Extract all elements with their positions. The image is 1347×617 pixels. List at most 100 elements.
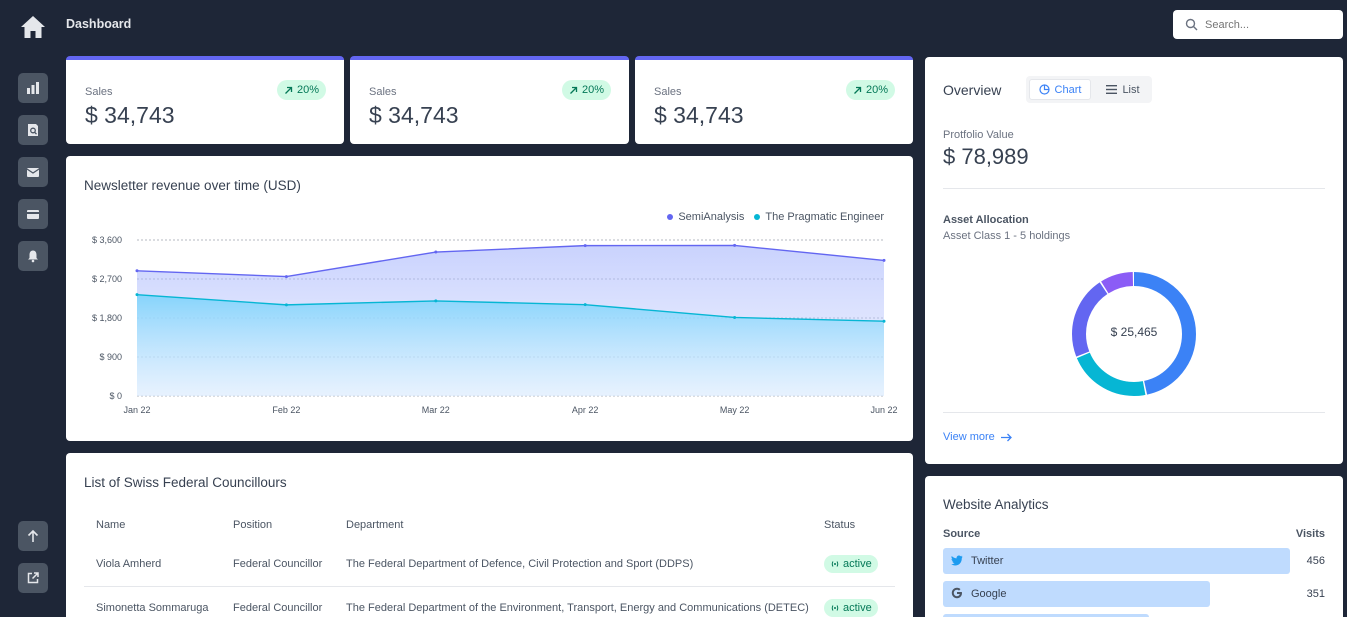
kpi-card-2: Sales $ 34,743 20% [350, 56, 629, 144]
data-point[interactable] [135, 269, 139, 273]
search-box[interactable] [1173, 10, 1343, 39]
data-point[interactable] [583, 303, 587, 307]
analytics-title: Website Analytics [943, 497, 1049, 512]
analytics-bar-google[interactable] [943, 581, 1210, 607]
view-more-link[interactable]: View more [943, 431, 1012, 443]
sidebar-item-mail[interactable] [18, 157, 48, 187]
view-more-label: View more [943, 431, 995, 443]
change-value: 20% [296, 84, 319, 96]
councillors-card: List of Swiss Federal Councillours [66, 453, 913, 617]
status-badge: active [824, 555, 878, 573]
signal-icon [831, 605, 839, 611]
search-input[interactable] [1205, 16, 1333, 33]
view-toggle: Chart List [1026, 76, 1152, 103]
visits-value: 456 [1306, 555, 1325, 567]
data-point[interactable] [882, 319, 886, 323]
x-tick-label: Feb 22 [272, 405, 300, 415]
allocation-subtitle: Asset Class 1 - 5 holdings [943, 230, 1071, 242]
data-point[interactable] [135, 293, 139, 297]
x-tick-label: Mar 22 [422, 405, 450, 415]
y-tick-label: $ 2,700 [92, 274, 122, 284]
data-point[interactable] [284, 275, 288, 279]
sidebar-item-notifications[interactable] [18, 241, 48, 271]
kpi-label: Sales [369, 86, 397, 98]
portfolio-value: $ 78,989 [943, 144, 1029, 169]
column-header-department[interactable]: Department [346, 519, 404, 531]
donut-segment[interactable] [1072, 272, 1196, 396]
home-icon[interactable] [20, 14, 46, 40]
legend-item-semianalysis[interactable]: SemiAnalysis [678, 211, 745, 223]
donut-center-value: $ 25,465 [1110, 325, 1158, 339]
data-point[interactable] [284, 303, 288, 307]
arrow-up-right-icon [854, 86, 862, 94]
website-analytics-card: Website Analytics Source Visits Twitter … [925, 476, 1343, 617]
legend-item-pragmatic[interactable]: The Pragmatic Engineer [765, 211, 884, 223]
change-badge: 20% [561, 80, 611, 100]
sidebar-item-analytics[interactable] [18, 73, 48, 103]
analytics-bar-twitter[interactable] [943, 548, 1290, 574]
cell-department: The Federal Department of the Environmen… [346, 602, 809, 614]
bell-icon [28, 250, 38, 263]
sidebar-item-billing[interactable] [18, 199, 48, 229]
kpi-value: $ 34,743 [85, 102, 175, 128]
cell-department: The Federal Department of Defence, Civil… [346, 558, 694, 570]
change-value: 20% [581, 84, 604, 96]
kpi-card-3: Sales $ 34,743 20% [635, 56, 913, 144]
x-tick-label: Jan 22 [123, 405, 150, 415]
toggle-chart-button[interactable]: Chart [1029, 79, 1091, 100]
series-area-2 [137, 294, 884, 396]
chart-legend: SemiAnalysis The Pragmatic Engineer [667, 211, 884, 223]
pie-chart-icon [1038, 84, 1050, 95]
sidebar-item-search[interactable] [18, 115, 48, 145]
arrow-up-right-icon [285, 86, 293, 94]
data-point[interactable] [434, 250, 438, 254]
change-badge: 20% [276, 80, 326, 100]
kpi-value: $ 34,743 [369, 102, 459, 128]
data-point[interactable] [882, 258, 886, 262]
status-text: active [843, 558, 872, 570]
arrow-right-icon [1000, 433, 1012, 441]
data-point[interactable] [583, 244, 587, 248]
table-title: List of Swiss Federal Councillours [84, 475, 287, 490]
change-badge: 20% [845, 80, 895, 100]
status-badge: active [824, 599, 878, 617]
twitter-icon [951, 555, 963, 566]
data-point[interactable] [733, 243, 737, 247]
column-header-name[interactable]: Name [96, 519, 126, 531]
bar-chart-icon [27, 82, 39, 94]
column-header-position[interactable]: Position [233, 519, 273, 531]
external-link-button[interactable] [18, 563, 48, 593]
analytics-bar[interactable] [943, 614, 1149, 617]
overview-title: Overview [943, 82, 1002, 98]
divider [943, 188, 1325, 189]
revenue-chart-card: Newsletter revenue over time (USD) SemiA… [66, 156, 913, 441]
arrow-up-icon [27, 529, 39, 542]
x-tick-label: Apr 22 [572, 405, 599, 415]
y-tick-label: $ 0 [109, 391, 122, 401]
x-tick-label: Jun 22 [870, 405, 897, 415]
column-header-source: Source [943, 528, 981, 540]
source-name: Google [971, 588, 1007, 600]
data-point[interactable] [733, 315, 737, 319]
external-link-icon [27, 572, 39, 584]
legend-dot-semianalysis [667, 214, 674, 220]
column-header-visits: Visits [1295, 528, 1325, 540]
allocation-title: Asset Allocation [943, 214, 1029, 226]
overview-card: Overview Chart List Protfolio Value $ 78… [925, 57, 1343, 464]
toggle-list-button[interactable]: List [1098, 79, 1148, 100]
toggle-list-label: List [1122, 83, 1140, 96]
series-line-1 [136, 244, 885, 278]
donut-segment[interactable] [1072, 272, 1196, 396]
kpi-card-1: Sales $ 34,743 20% [66, 56, 344, 144]
scroll-top-button[interactable] [18, 521, 48, 551]
donut-segment[interactable] [1072, 272, 1196, 396]
x-tick-label: May 22 [720, 405, 750, 415]
column-header-status[interactable]: Status [824, 519, 856, 531]
page-title: Dashboard [66, 17, 132, 31]
document-search-icon [28, 124, 38, 136]
allocation-donut-chart [1072, 272, 1196, 396]
list-icon [1106, 85, 1118, 94]
data-point[interactable] [434, 299, 438, 303]
status-text: active [843, 602, 872, 614]
kpi-label: Sales [85, 86, 113, 98]
